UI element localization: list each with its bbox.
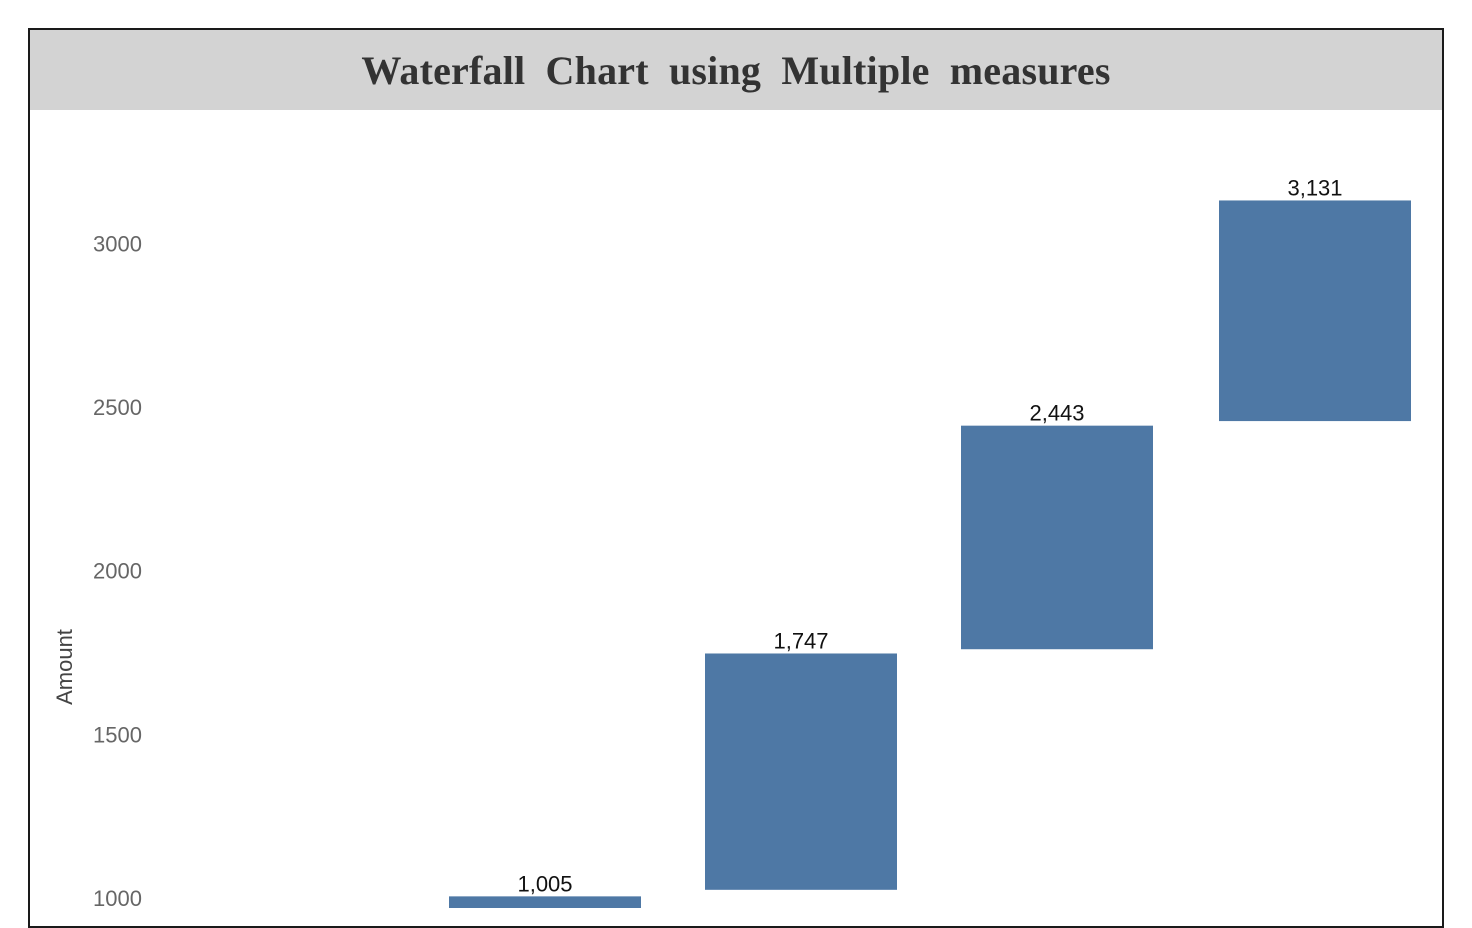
bar-data-label: 2,443 [1029, 401, 1084, 426]
chart-title: Waterfall Chart using Multiple measures [361, 47, 1111, 93]
bars-group [449, 200, 1411, 908]
y-tick-label: 1500 [93, 722, 142, 747]
y-tick-label: 2500 [93, 395, 142, 420]
y-tick-label: 1000 [93, 886, 142, 908]
y-tick-label: 3000 [93, 231, 142, 256]
waterfall-bar [449, 896, 641, 908]
waterfall-chart: 1000 1500 2000 2500 3000 Amount 1,005 1,747 2,… [52, 175, 1411, 908]
waterfall-bar [705, 653, 897, 890]
waterfall-bar [961, 425, 1153, 650]
y-tick-label: 2000 [93, 559, 142, 584]
bar-data-label: 1,747 [773, 628, 828, 653]
waterfall-bar [1219, 200, 1411, 422]
chart-title-bar: Waterfall Chart using Multiple measures [30, 30, 1442, 110]
y-axis-ticks: 1000 1500 2000 2500 3000 [93, 231, 142, 908]
bar-data-label: 1,005 [517, 871, 572, 896]
y-axis-title: Amount [52, 629, 77, 705]
data-labels-group: 1,005 1,747 2,443 3,131 [517, 175, 1342, 896]
bar-data-label: 3,131 [1287, 175, 1342, 200]
